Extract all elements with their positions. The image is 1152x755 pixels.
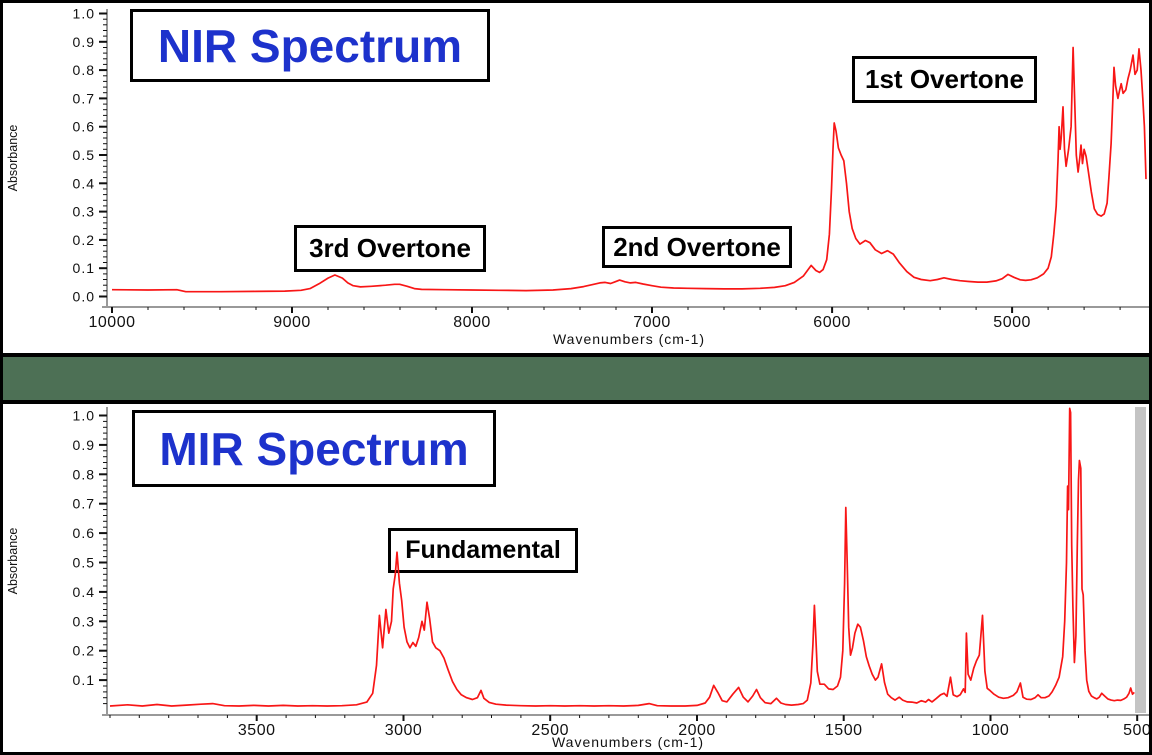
svg-text:0.3: 0.3 — [73, 204, 95, 220]
svg-text:0.1: 0.1 — [73, 260, 95, 276]
svg-text:0.8: 0.8 — [73, 62, 95, 78]
second-overtone-label-box: 2nd Overtone — [602, 226, 792, 268]
svg-text:0.8: 0.8 — [73, 466, 95, 482]
mir-spectrum-panel: MIR Spectrum Fundamental 3500 3000 2500 200… — [3, 404, 1149, 752]
svg-text:0.6: 0.6 — [73, 525, 95, 541]
svg-text:0.1: 0.1 — [73, 672, 95, 688]
first-overtone-label-box: 1st Overtone — [852, 56, 1037, 103]
svg-text:0.3: 0.3 — [73, 613, 95, 629]
svg-text:6000: 6000 — [813, 314, 851, 331]
svg-text:2000: 2000 — [678, 722, 716, 739]
svg-text:10000: 10000 — [89, 314, 136, 331]
fundamental-label: Fundamental — [405, 536, 561, 564]
svg-text:Absorbance: Absorbance — [6, 125, 20, 192]
mir-title-box: MIR Spectrum — [132, 410, 496, 487]
third-overtone-label-box: 3rd Overtone — [294, 225, 486, 272]
nir-spectrum-panel: NIR Spectrum 1st Overtone 3rd Overtone 2… — [3, 3, 1149, 353]
svg-text:0.4: 0.4 — [73, 584, 95, 600]
svg-text:1.0: 1.0 — [73, 6, 95, 22]
svg-text:0.4: 0.4 — [73, 175, 95, 191]
svg-text:9000: 9000 — [273, 314, 311, 331]
svg-text:3500: 3500 — [238, 722, 276, 739]
svg-text:0.2: 0.2 — [73, 232, 95, 248]
first-overtone-label: 1st Overtone — [865, 64, 1024, 94]
svg-text:Absorbance: Absorbance — [6, 528, 20, 595]
svg-text:3000: 3000 — [385, 722, 423, 739]
nir-title-box: NIR Spectrum — [130, 9, 490, 82]
third-overtone-label: 3rd Overtone — [309, 233, 471, 263]
svg-text:7000: 7000 — [633, 314, 671, 331]
svg-text:0.6: 0.6 — [73, 119, 95, 135]
fundamental-label-box: Fundamental — [388, 528, 578, 573]
svg-text:0.7: 0.7 — [73, 90, 95, 106]
svg-text:0.7: 0.7 — [73, 496, 95, 512]
svg-text:0.2: 0.2 — [73, 643, 95, 659]
svg-text:2500: 2500 — [531, 722, 569, 739]
mir-title: MIR Spectrum — [159, 422, 469, 475]
svg-text:5000: 5000 — [993, 314, 1031, 331]
svg-text:Wavenumbers (cm-1): Wavenumbers (cm-1) — [552, 734, 704, 750]
svg-text:0.5: 0.5 — [73, 147, 95, 163]
second-overtone-label: 2nd Overtone — [613, 231, 781, 262]
svg-text:8000: 8000 — [453, 314, 491, 331]
svg-text:500: 500 — [1123, 722, 1149, 739]
nir-title: NIR Spectrum — [157, 19, 463, 72]
svg-text:0.9: 0.9 — [73, 34, 95, 50]
svg-text:1000: 1000 — [972, 722, 1010, 739]
divider-band — [3, 357, 1149, 400]
svg-text:Wavenumbers (cm-1): Wavenumbers (cm-1) — [553, 331, 705, 347]
svg-text:0.9: 0.9 — [73, 437, 95, 453]
svg-text:0.0: 0.0 — [73, 289, 95, 305]
svg-text:0.5: 0.5 — [73, 555, 95, 571]
svg-text:1.0: 1.0 — [73, 408, 95, 424]
svg-text:1500: 1500 — [825, 722, 863, 739]
